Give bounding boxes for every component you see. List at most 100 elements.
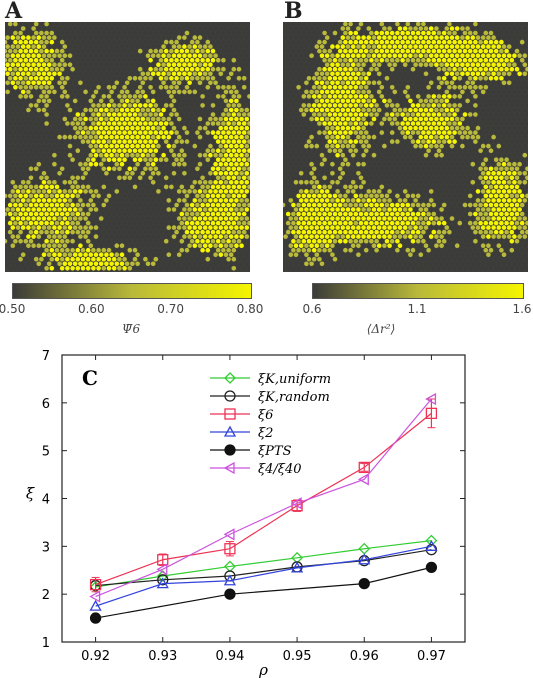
particle [457,220,463,226]
particle [418,216,424,221]
particle [210,94,216,99]
particle [525,103,528,108]
particle [366,180,372,185]
particle [358,139,364,144]
particle [195,148,200,153]
particle [504,202,509,208]
particle [192,161,198,167]
particle [452,48,457,54]
particle [522,80,528,86]
particle [340,98,346,104]
particle [213,207,218,212]
particle [514,76,520,81]
particle [314,216,320,221]
particle [309,98,314,104]
particle [506,243,512,248]
particle [205,247,211,253]
particle [387,180,392,185]
particle [88,189,94,194]
particle [415,238,421,244]
particle [7,229,13,235]
particle [205,157,211,162]
particle [405,211,411,217]
particle [59,202,65,208]
particle [486,143,491,149]
particle [117,256,122,262]
particle [62,161,68,167]
particle [13,66,18,72]
particle [363,184,369,190]
particle [39,48,44,54]
particle [244,44,250,49]
particle [345,243,351,248]
particle [413,134,418,140]
particle [223,134,229,140]
particle [335,198,340,203]
particle [231,266,237,271]
particle [106,148,112,153]
particle [324,89,330,95]
particle [397,26,403,31]
particle [363,220,369,226]
particle [324,180,330,185]
particle [153,30,159,36]
particle [447,66,452,72]
particle [434,89,439,95]
particle [301,48,307,54]
particle [436,211,442,217]
particle [374,130,379,135]
particle [122,94,127,99]
particle [491,80,496,86]
particle [28,66,34,72]
particle [340,80,346,86]
particle [70,193,75,199]
particle [366,198,372,203]
particle [101,238,107,244]
particle [457,193,463,199]
particle [304,234,309,239]
particle [174,39,179,45]
particle [493,166,499,172]
particle [480,216,486,221]
particle [163,139,169,144]
particle [337,121,343,126]
particle [358,220,364,226]
particle [169,94,174,99]
particle [114,171,120,176]
particle [470,207,476,212]
particle [161,35,166,40]
particle [187,89,192,95]
particle [20,89,26,95]
particle [410,22,416,27]
particle [163,202,169,208]
particle [106,229,112,235]
particle [132,112,138,117]
particle [319,35,325,40]
particle [410,238,416,244]
particle [101,247,107,253]
particle [340,116,346,122]
particle [514,30,520,36]
particle [319,216,325,221]
particle [226,39,231,45]
particle [161,26,166,31]
particle [106,256,112,262]
particle [208,252,213,257]
particle [369,22,374,27]
particle [91,139,96,144]
particle [65,193,70,199]
particle [400,148,405,153]
particle [343,139,348,144]
particle [465,116,470,122]
particle [335,125,340,131]
particle [114,107,120,113]
particle [70,148,75,153]
particle [387,35,392,40]
particle [202,89,208,95]
particle [304,98,309,104]
particle [298,125,304,131]
particle [317,238,322,244]
particle [309,180,314,185]
particle [163,103,169,108]
particle [314,44,320,49]
